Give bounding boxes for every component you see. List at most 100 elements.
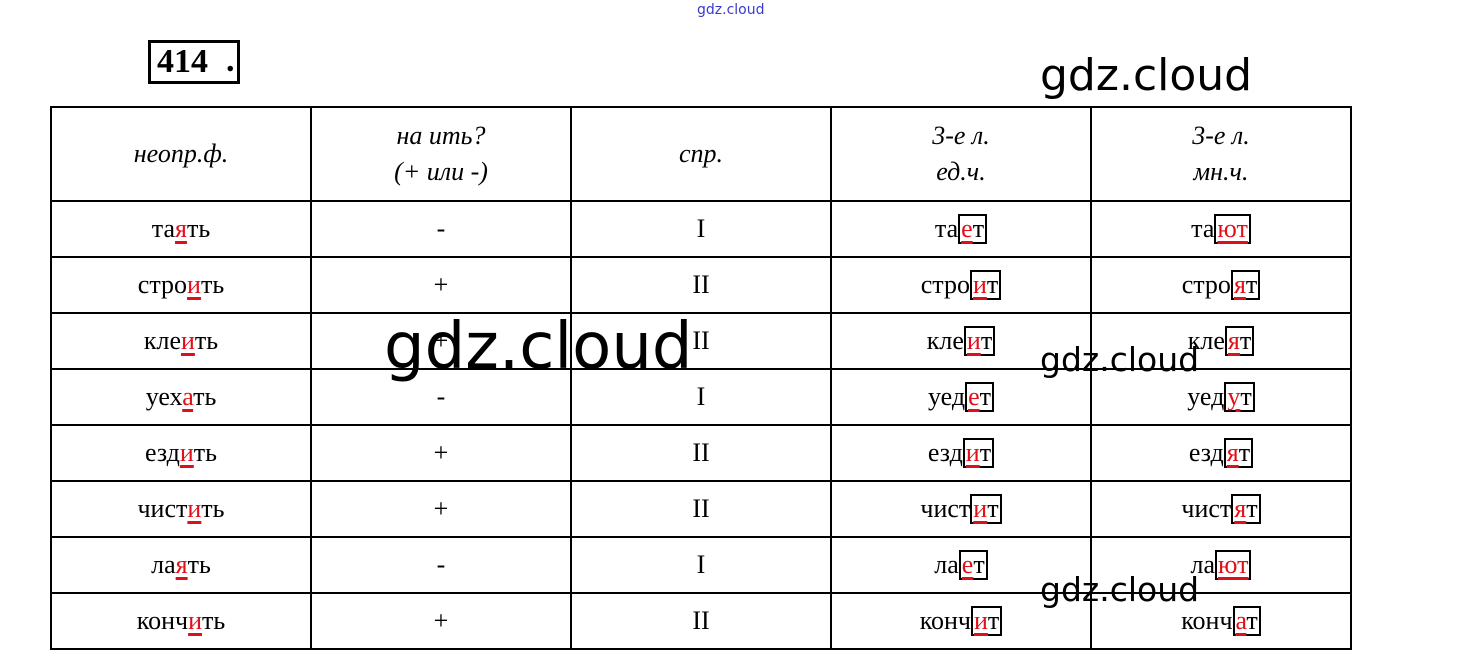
- ending-box: ют: [1214, 214, 1251, 244]
- highlighted-vowel: ют: [1217, 214, 1248, 243]
- singular-cell: чист ит: [830, 480, 1092, 538]
- it-cell: -: [310, 200, 572, 258]
- ending-rest: т: [979, 438, 992, 467]
- ending-box: ет: [958, 214, 988, 244]
- table-row: кончить + II конч ит конч ат: [50, 592, 1352, 650]
- infinitive-cell: уехать: [50, 368, 312, 426]
- stem: та: [1191, 214, 1215, 243]
- ending-box: ит: [969, 270, 1002, 300]
- conjugation-table: неопр.ф. на ить? (+ или -) спр. 3-е л. ед.ч. 3…: [50, 106, 1352, 650]
- infinitive-cell: лаять: [50, 536, 312, 594]
- header-cell: спр.: [570, 106, 832, 202]
- ending-box: ят: [1223, 438, 1254, 468]
- suffix: ть: [194, 326, 219, 355]
- plural-cell: кле ят: [1090, 312, 1352, 370]
- suffix: ть: [193, 382, 217, 411]
- plural-cell: уед ут: [1090, 368, 1352, 426]
- highlighted-vowel: и: [966, 326, 981, 355]
- conjugation: I: [696, 382, 706, 411]
- header-text: на ить?: [396, 121, 486, 150]
- ending-rest: т: [1238, 438, 1251, 467]
- conjugation-cell: II: [570, 480, 832, 538]
- it-cell: +: [310, 424, 572, 482]
- conjugation-cell: II: [570, 312, 832, 370]
- stem: конч: [1181, 606, 1233, 635]
- highlighted-vowel: я: [1227, 326, 1240, 355]
- it-cell: +: [310, 592, 572, 650]
- singular-cell: конч ит: [830, 592, 1092, 650]
- suffix: ть: [187, 550, 211, 579]
- ending-rest: т: [1245, 270, 1258, 299]
- highlighted-vowel: е: [961, 214, 973, 243]
- plural-cell: стро ят: [1090, 256, 1352, 314]
- infinitive-cell: кончить: [50, 592, 312, 650]
- suffix: ть: [186, 214, 211, 243]
- ending-box: ат: [1232, 606, 1261, 636]
- watermark-header: gdz.cloud: [1040, 50, 1253, 101]
- it-mark: +: [433, 606, 449, 635]
- singular-cell: езд ит: [830, 424, 1092, 482]
- conjugation-cell: II: [570, 424, 832, 482]
- stem: уед: [927, 382, 966, 411]
- header-text: неопр.ф.: [133, 139, 229, 168]
- ending-rest: т: [1240, 382, 1252, 411]
- stem: чист: [1181, 494, 1232, 523]
- ending-rest: т: [987, 494, 999, 523]
- it-cell: -: [310, 368, 572, 426]
- stem: стро: [920, 270, 970, 299]
- conjugation-cell: II: [570, 592, 832, 650]
- infinitive-cell: таять: [50, 200, 312, 258]
- singular-cell: стро ит: [830, 256, 1092, 314]
- conjugation-cell: I: [570, 200, 832, 258]
- highlighted-vowel: и: [973, 494, 988, 523]
- ending-rest: т: [980, 326, 993, 355]
- it-mark: -: [436, 382, 446, 411]
- singular-cell: та ет: [830, 200, 1092, 258]
- stem: ла: [934, 550, 959, 579]
- highlighted-vowel: я: [1234, 494, 1247, 523]
- suffix: ть: [193, 438, 218, 467]
- ending-box: ит: [962, 438, 995, 468]
- ending-rest: т: [1246, 494, 1258, 523]
- stem: уех: [145, 382, 183, 411]
- it-mark: +: [433, 270, 449, 299]
- suffix: ть: [200, 270, 225, 299]
- ending-box: ит: [963, 326, 996, 356]
- conjugation-cell: I: [570, 368, 832, 426]
- conjugation: II: [692, 606, 710, 635]
- highlighted-vowel: я: [175, 214, 187, 243]
- stem: езд: [1188, 438, 1224, 467]
- highlighted-vowel: и: [187, 494, 202, 523]
- conjugation-cell: II: [570, 256, 832, 314]
- highlighted-vowel: и: [965, 438, 980, 467]
- highlighted-vowel: и: [187, 270, 201, 299]
- stem: чист: [137, 494, 188, 523]
- ending-box: ет: [965, 382, 994, 412]
- header-text: ед.ч.: [936, 157, 986, 186]
- table-row: стро ить + II стро ит стро ят: [50, 256, 1352, 314]
- conjugation: I: [696, 214, 706, 243]
- stem: чист: [920, 494, 971, 523]
- conjugation: II: [692, 270, 710, 299]
- conjugation: II: [692, 438, 710, 467]
- table-row: ездить + II езд ит езд ят: [50, 424, 1352, 482]
- highlighted-vowel: и: [188, 606, 202, 635]
- ending-box: ет: [958, 550, 988, 580]
- it-mark: +: [433, 438, 449, 467]
- table-row: клеить + II кле ит кле ят: [50, 312, 1352, 370]
- header-text: (+ или -): [394, 157, 488, 186]
- ending-box: ют: [1215, 550, 1252, 580]
- stem: уед: [1187, 382, 1225, 411]
- highlighted-vowel: ют: [1218, 550, 1249, 579]
- infinitive-cell: чистить: [50, 480, 312, 538]
- highlighted-vowel: я: [175, 550, 188, 579]
- singular-cell: кле ит: [830, 312, 1092, 370]
- singular-cell: ла ет: [830, 536, 1092, 594]
- watermark-center: gdz.cloud: [384, 310, 693, 384]
- stem: та: [934, 214, 959, 243]
- ending-box: ит: [970, 494, 1002, 524]
- highlighted-vowel: е: [968, 382, 980, 411]
- watermark-top: gdz.cloud: [697, 2, 765, 18]
